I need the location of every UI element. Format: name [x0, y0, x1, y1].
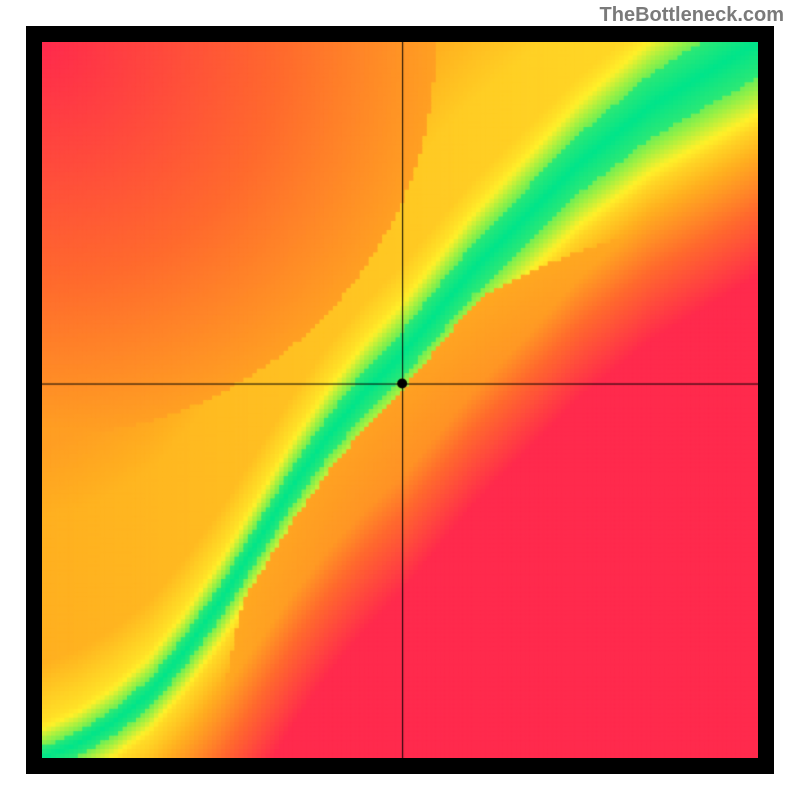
heatmap-plot	[42, 42, 758, 758]
chart-frame	[26, 26, 774, 774]
watermark-text: TheBottleneck.com	[600, 4, 784, 27]
heatmap-canvas	[42, 42, 758, 758]
chart-container: TheBottleneck.com	[0, 0, 800, 800]
